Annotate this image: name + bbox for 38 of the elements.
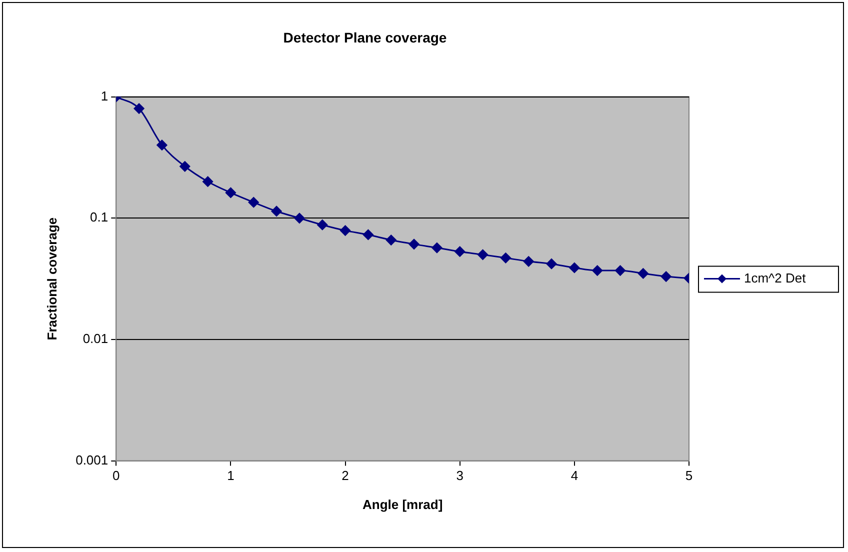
point xyxy=(271,206,282,216)
x-tick-label: 0 xyxy=(112,468,120,484)
point xyxy=(408,238,420,250)
y-tick-label: 0.1 xyxy=(90,210,108,225)
x-tick-label: 3 xyxy=(456,468,464,484)
chart-title: Detector Plane coverage xyxy=(283,29,447,46)
y-axis-title: Fractional coverage xyxy=(44,217,60,340)
point xyxy=(180,161,190,172)
point xyxy=(638,268,648,279)
point xyxy=(156,140,168,150)
point xyxy=(362,229,374,240)
point xyxy=(225,187,236,198)
x-tick-label: 2 xyxy=(342,468,349,484)
point xyxy=(317,220,328,230)
point xyxy=(592,265,603,276)
point xyxy=(432,242,442,254)
legend-label: 1cm^2 Det xyxy=(744,270,806,286)
y-tick-label: 0.001 xyxy=(76,452,108,468)
y-tick-label: 0.01 xyxy=(82,331,108,346)
point xyxy=(478,249,488,260)
x-axis-title: Angle [mrad] xyxy=(362,496,443,512)
x-tick-label: 4 xyxy=(570,468,578,484)
point xyxy=(386,234,396,246)
x-tick-label: 1 xyxy=(227,468,234,484)
x-tick-label: 5 xyxy=(685,468,693,484)
y-tick-label: 1 xyxy=(100,88,108,104)
point xyxy=(340,225,351,236)
point xyxy=(294,212,305,224)
point xyxy=(202,176,214,187)
point xyxy=(660,271,672,282)
point xyxy=(569,262,580,273)
point xyxy=(615,265,626,276)
point xyxy=(454,246,466,257)
point xyxy=(134,103,144,114)
point xyxy=(546,258,557,270)
point xyxy=(248,197,259,208)
point xyxy=(500,252,511,264)
point xyxy=(523,256,534,267)
